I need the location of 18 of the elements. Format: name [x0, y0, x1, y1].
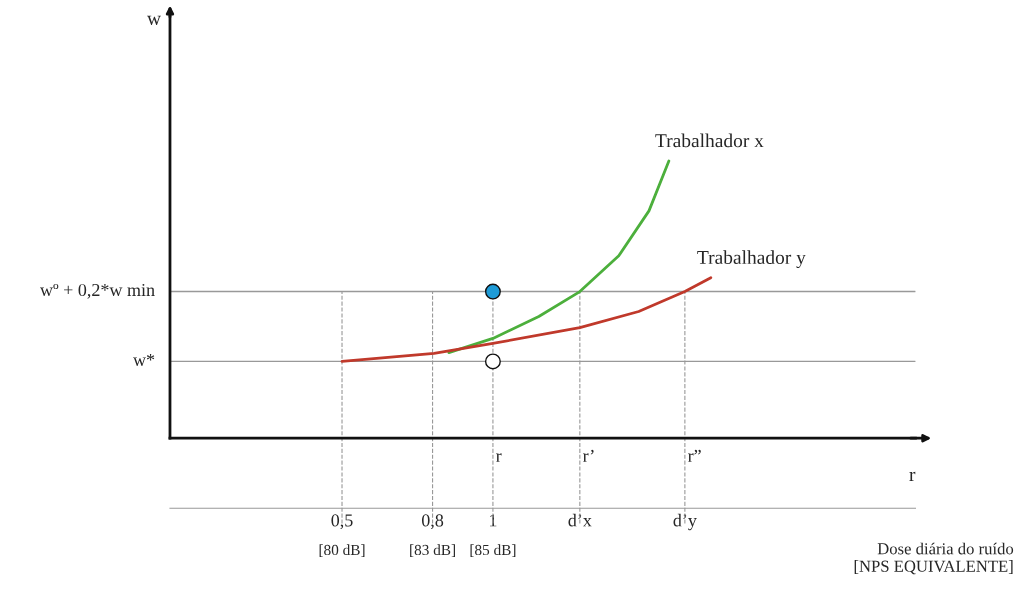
x-tick-label: 0,8 [421, 514, 444, 530]
ref-line-label: w* [133, 353, 155, 366]
annotation: r’ [582, 449, 594, 462]
x-tick-label: 0,5 [331, 514, 353, 530]
text: r [909, 471, 916, 481]
annotation: r [496, 453, 502, 462]
x-tick-label: d’x [568, 513, 592, 527]
text: [85 dB] [470, 544, 516, 557]
ref-line-label: wº + 0,2*w min [40, 283, 155, 299]
series-label: Trabalhador y [697, 250, 806, 269]
x-tick-label: 1 [490, 514, 497, 527]
x-axis-title: Dose diária do ruído [NPS EQUIVALENTE] [854, 542, 1014, 575]
text: [80 dB] [319, 544, 365, 557]
text: w [147, 15, 161, 25]
annotation: r” [688, 449, 701, 462]
series-label: Trabalhador x [655, 133, 764, 148]
text: [83 dB] [410, 544, 455, 557]
x-tick-label: d’y [673, 513, 697, 531]
